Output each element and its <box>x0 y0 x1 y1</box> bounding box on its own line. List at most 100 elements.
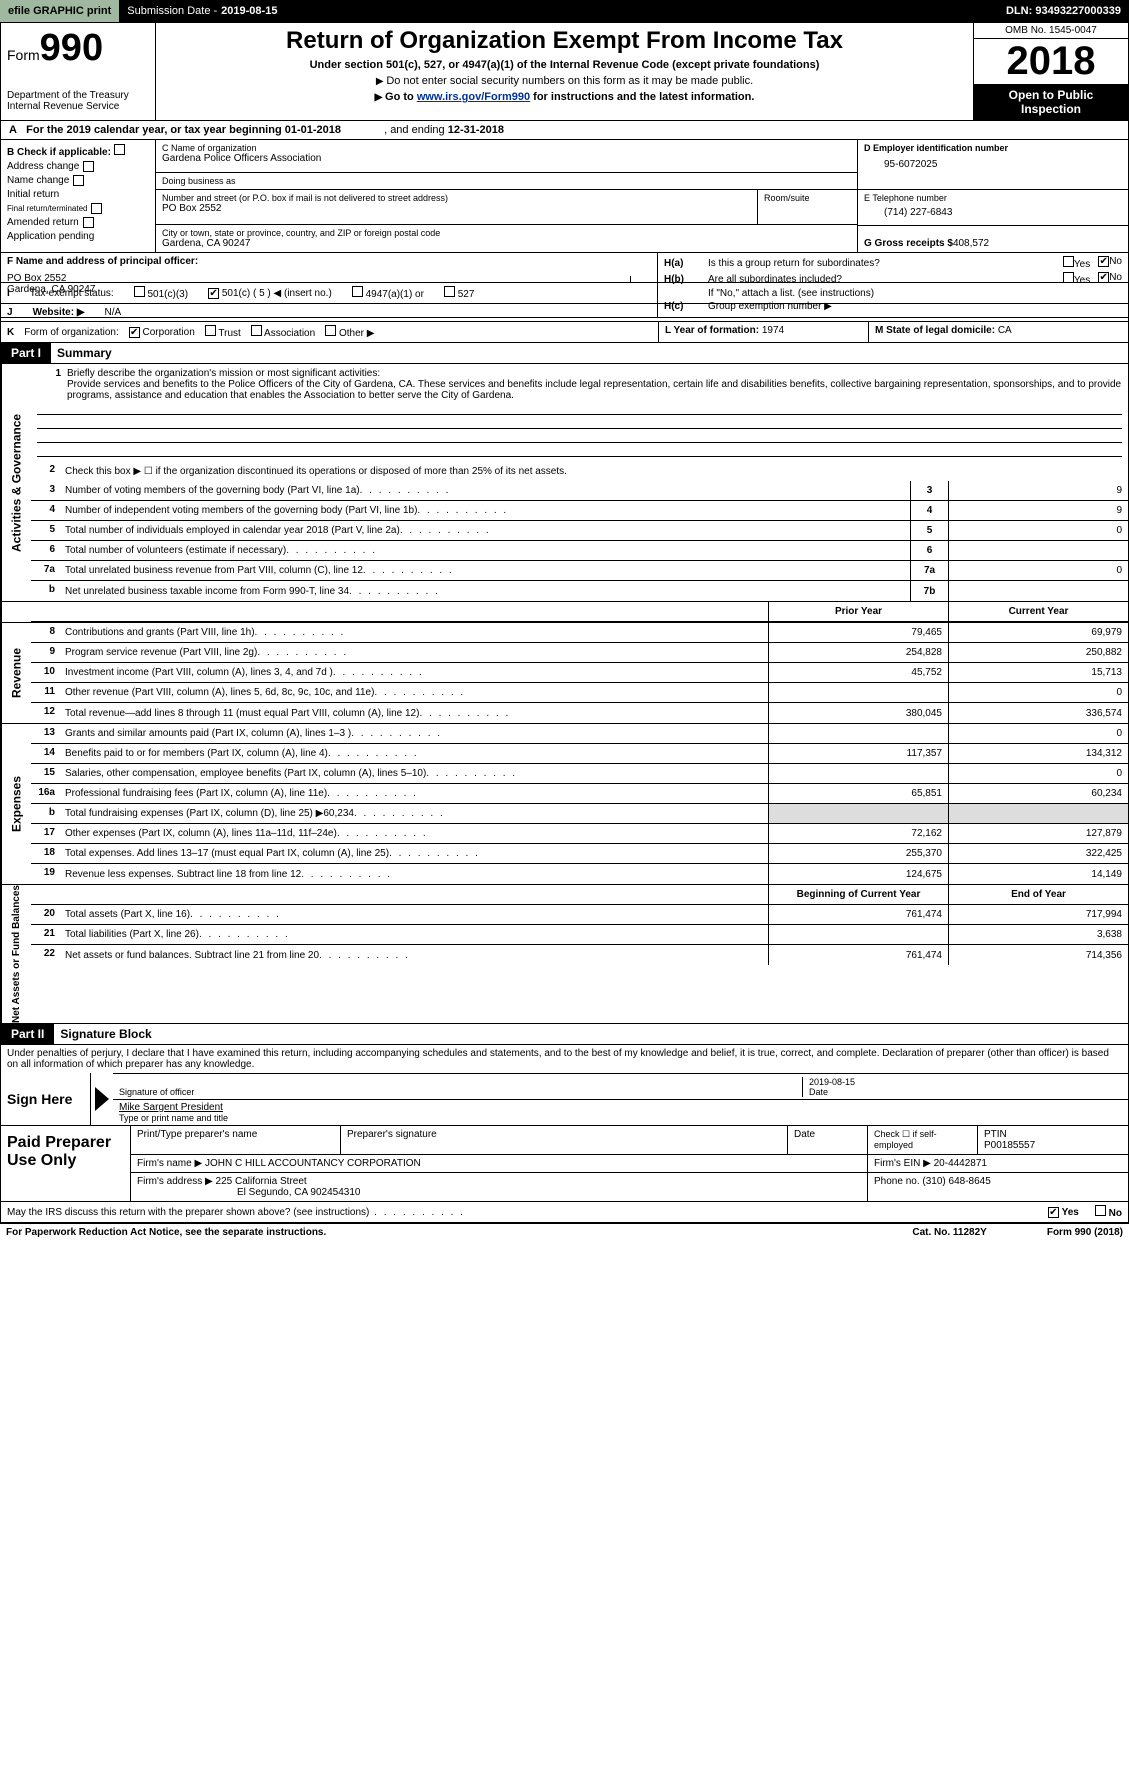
hb-yes-checkbox[interactable] <box>1063 272 1074 283</box>
row-l-label: L Year of formation: <box>665 325 759 336</box>
line-b: bTotal fundraising expenses (Part IX, co… <box>31 804 1128 824</box>
tab-revenue: Revenue <box>1 623 31 723</box>
firm-ein-value: 20-4442871 <box>934 1158 987 1169</box>
paid-preparer-section: Paid Preparer Use Only Print/Type prepar… <box>1 1126 1128 1202</box>
line-box: 4 <box>910 501 948 520</box>
chk-501c[interactable] <box>208 288 219 299</box>
revenue-body: 8Contributions and grants (Part VIII, li… <box>31 623 1128 723</box>
row-m-state: M State of legal domicile: CA <box>868 322 1128 342</box>
dln-label: DLN: <box>1006 5 1032 17</box>
paid-col4: Check ☐ if self-employed <box>868 1126 978 1154</box>
h-a: H(a) Is this a group return for subordin… <box>664 256 1122 270</box>
line-num: 22 <box>31 945 61 965</box>
line-desc: Salaries, other compensation, employee b… <box>61 764 768 783</box>
chk-association[interactable] <box>251 325 262 336</box>
chk-501c3[interactable] <box>134 286 145 297</box>
checkbox[interactable] <box>83 217 94 228</box>
row-m-value: CA <box>998 325 1012 336</box>
opt-527: 527 <box>458 289 475 300</box>
line-prior: 380,045 <box>768 703 948 723</box>
hb-yn: Yes No <box>1063 272 1122 286</box>
line-val: 9 <box>948 481 1128 500</box>
sig-officer-field: Signature of officer <box>119 1076 802 1097</box>
chk-label: Name change <box>7 175 69 186</box>
line-box: 7a <box>910 561 948 580</box>
row-i-tax-status <box>1 276 631 282</box>
gov-line-4: 4Number of independent voting members of… <box>31 501 1128 521</box>
discuss-yes-checkbox[interactable] <box>1048 1207 1059 1218</box>
line-15: 15Salaries, other compensation, employee… <box>31 764 1128 784</box>
row-l-value: 1974 <box>762 325 784 336</box>
chk-label: Address change <box>7 161 79 172</box>
sig-name-field: Mike Sargent President Type or print nam… <box>119 1102 1122 1123</box>
ha-yn: Yes No <box>1063 256 1122 270</box>
line-box: 5 <box>910 521 948 540</box>
hb-note: If "No," attach a list. (see instruction… <box>708 288 874 299</box>
firm-ein-label: Firm's EIN ▶ <box>874 1158 931 1169</box>
line-curr: 714,356 <box>948 945 1128 965</box>
col-b-label: B Check if applicable: <box>7 144 149 158</box>
dept-irs: Internal Revenue Service <box>7 101 149 112</box>
hb-no-checkbox[interactable] <box>1098 272 1109 283</box>
governance-body: 1 Briefly describe the organization's mi… <box>31 364 1128 601</box>
line-prior: 117,357 <box>768 744 948 763</box>
opt-501c: 501(c) ( 5 ) ◀ (insert no.) <box>222 288 332 299</box>
col-d-ein: D Employer identification number 95-6072… <box>858 140 1128 190</box>
goto-suffix: for instructions and the latest informat… <box>533 91 754 103</box>
part-1-title: Summary <box>51 346 112 360</box>
firm-phone-label: Phone no. <box>874 1176 920 1187</box>
chk-527[interactable] <box>444 286 455 297</box>
line-curr <box>948 804 1128 823</box>
line-prior <box>768 925 948 944</box>
entity-info-grid: B Check if applicable: Address change Na… <box>1 140 1128 252</box>
chk-initial-return: Initial return <box>7 189 149 200</box>
submission-label: Submission Date - <box>127 5 217 17</box>
form-subtitle-1: Under section 501(c), 527, or 4947(a)(1)… <box>164 59 965 71</box>
line-desc: Total assets (Part X, line 16) <box>61 905 768 924</box>
twocol-hdr-row: Prior Year Current Year <box>31 602 1128 622</box>
section-netassets: Net Assets or Fund Balances Beginning of… <box>1 885 1128 1024</box>
line-curr: 60,234 <box>948 784 1128 803</box>
line2: 2 Check this box ▶ ☐ if the organization… <box>31 461 1128 481</box>
checkbox[interactable] <box>73 175 84 186</box>
chk-4947[interactable] <box>352 286 363 297</box>
gross-label: G Gross receipts $ <box>864 238 953 249</box>
line-curr: 0 <box>948 683 1128 702</box>
line-curr: 14,149 <box>948 864 1128 884</box>
chk-other[interactable] <box>325 325 336 336</box>
twocol-header: Prior Year Current Year <box>1 602 1128 623</box>
line-desc: Number of independent voting members of … <box>61 501 910 520</box>
discuss-no-checkbox[interactable] <box>1095 1205 1106 1216</box>
irs-link[interactable]: www.irs.gov/Form990 <box>417 91 530 103</box>
checkbox-applicable[interactable] <box>114 144 125 155</box>
ha-no-checkbox[interactable] <box>1098 256 1109 267</box>
checkbox[interactable] <box>91 203 102 214</box>
ha-yes-checkbox[interactable] <box>1063 256 1074 267</box>
line-num: 3 <box>31 481 61 500</box>
section-governance: Activities & Governance 1 Briefly descri… <box>1 364 1128 602</box>
line-20: 20Total assets (Part X, line 16)761,4747… <box>31 905 1128 925</box>
form-subtitle-2: Do not enter social security numbers on … <box>164 75 965 87</box>
line-desc: Number of voting members of the governin… <box>61 481 910 500</box>
sign-here-section: Sign Here Signature of officer 2019-08-1… <box>1 1073 1128 1126</box>
opt-trust: Trust <box>218 328 240 339</box>
chk-corporation[interactable] <box>129 327 140 338</box>
firm-phone-value: (310) 648-8645 <box>922 1176 990 1187</box>
checkbox[interactable] <box>83 161 94 172</box>
line-num: 10 <box>31 663 61 682</box>
opt-corporation: Corporation <box>143 327 195 338</box>
line-val: 0 <box>948 521 1128 540</box>
line-num: 5 <box>31 521 61 540</box>
city-label: City or town, state or province, country… <box>162 228 851 238</box>
submission-value: 2019-08-15 <box>221 5 277 17</box>
col-b-prefix: B <box>7 147 14 158</box>
firm-ein-cell: Firm's EIN ▶ 20-4442871 <box>868 1155 1128 1172</box>
line-prior <box>768 724 948 743</box>
cat-no: Cat. No. 11282Y <box>912 1227 986 1238</box>
open-line1: Open to Public <box>978 88 1124 102</box>
row-k-left: K Form of organization: Corporation Trus… <box>1 322 658 342</box>
row-k-prefix: K <box>7 327 14 338</box>
chk-trust[interactable] <box>205 325 216 336</box>
line-curr: 250,882 <box>948 643 1128 662</box>
row-a-end: 12-31-2018 <box>448 124 504 136</box>
